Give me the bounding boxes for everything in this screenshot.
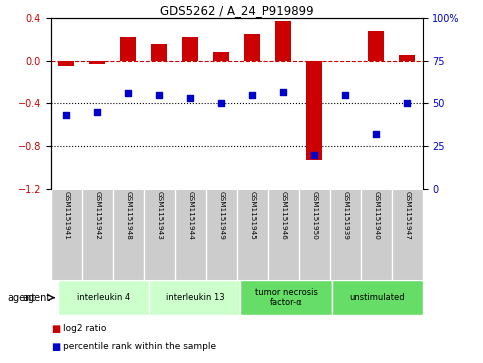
Text: log2 ratio: log2 ratio (63, 324, 106, 333)
Bar (331, 280, 423, 315)
Point (217, 101, 225, 106)
Text: ■: ■ (51, 323, 60, 334)
Point (62, 113, 70, 118)
Text: GSM1151947: GSM1151947 (404, 192, 410, 240)
Bar (241, 280, 331, 315)
Bar (306, 61, 322, 160)
Text: GSM1151950: GSM1151950 (311, 192, 317, 240)
Text: agent: agent (7, 293, 35, 303)
Point (372, 131, 380, 137)
Bar (213, 52, 229, 61)
Text: GSM1151943: GSM1151943 (156, 192, 162, 240)
Point (310, 152, 318, 158)
Text: GSM1151946: GSM1151946 (280, 192, 286, 240)
Text: agent: agent (23, 293, 51, 303)
Text: interleukin 13: interleukin 13 (166, 293, 224, 302)
Text: GSM1151939: GSM1151939 (342, 192, 348, 240)
Text: percentile rank within the sample: percentile rank within the sample (63, 342, 216, 351)
Point (403, 101, 411, 106)
Bar (149, 280, 241, 315)
Bar (58, 61, 74, 66)
Bar (275, 21, 291, 61)
Text: GSM1151949: GSM1151949 (218, 192, 224, 240)
Bar (89, 61, 105, 64)
Point (93, 109, 101, 115)
Text: GSM1151948: GSM1151948 (125, 192, 131, 240)
Point (156, 92, 163, 98)
Bar (369, 31, 384, 61)
Text: ■: ■ (51, 342, 60, 352)
Text: interleukin 4: interleukin 4 (77, 293, 130, 302)
Bar (399, 56, 415, 61)
Title: GDS5262 / A_24_P919899: GDS5262 / A_24_P919899 (160, 4, 313, 17)
Text: GSM1151944: GSM1151944 (187, 192, 193, 240)
Text: GSM1151945: GSM1151945 (249, 192, 255, 240)
Point (279, 89, 287, 94)
Point (124, 90, 132, 96)
Point (341, 92, 349, 98)
Text: GSM1151942: GSM1151942 (94, 192, 100, 240)
Text: GSM1151940: GSM1151940 (373, 192, 379, 240)
Bar (244, 34, 260, 61)
Bar (58, 280, 149, 315)
Text: GSM1151941: GSM1151941 (63, 192, 69, 240)
Bar (183, 37, 198, 61)
Bar (120, 37, 136, 61)
Text: tumor necrosis
factor-α: tumor necrosis factor-α (255, 288, 317, 307)
Point (186, 95, 194, 101)
Bar (152, 44, 167, 61)
Text: unstimulated: unstimulated (349, 293, 405, 302)
Point (248, 92, 256, 98)
